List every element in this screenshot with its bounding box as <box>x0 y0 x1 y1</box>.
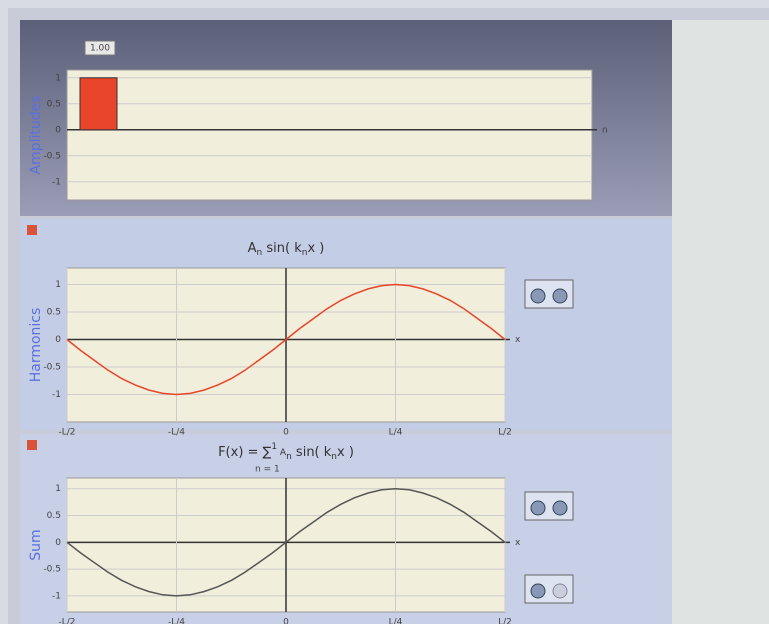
y-tick-label: 0.5 <box>47 511 61 521</box>
x-tick-label: -L/4 <box>168 618 185 624</box>
x-tick-label: -L/4 <box>168 428 185 438</box>
y-tick-label: 0 <box>55 125 61 135</box>
x-tick-label: L/2 <box>498 618 512 624</box>
y-tick-label: -1 <box>52 177 61 187</box>
plot-area <box>67 70 592 200</box>
y-tick-label: 0.5 <box>47 308 61 318</box>
x-axis-label: n <box>602 125 608 135</box>
page: 1 0.5 0 -0.5 -1 Amplitudes n 1.00 1 0.5 0 -0.5 -1 -L/… <box>0 0 769 624</box>
screen: 1 0.5 0 -0.5 -1 Amplitudes n 1.00 1 0.5 0 -0.5 -1 -L/… <box>0 0 769 624</box>
y-tick-label: -1 <box>52 390 61 400</box>
x-axis-label: x <box>515 335 521 345</box>
y-tick-label: -0.5 <box>43 363 61 373</box>
bar <box>80 78 117 130</box>
y-axis-label: Harmonics <box>28 308 44 383</box>
x-axis-label: x <box>515 538 521 548</box>
x-tick-label: 0 <box>283 618 289 624</box>
close-button[interactable] <box>27 440 37 450</box>
zoom-out[interactable] <box>531 501 545 515</box>
x-tick-label: L/4 <box>389 428 403 438</box>
zoom-in[interactable] <box>553 584 567 598</box>
y-tick-label: -0.5 <box>43 565 61 575</box>
y-axis-label: Amplitudes <box>28 95 44 174</box>
side-strip <box>672 20 769 624</box>
x-tick-label: -L/2 <box>58 428 75 438</box>
y-tick-label: 0 <box>55 538 61 548</box>
title-part: sin( k <box>262 241 302 256</box>
title-part: sin( k <box>292 445 332 460</box>
y-tick-label: -0.5 <box>43 151 61 161</box>
title-part: A <box>248 241 257 256</box>
title-part: x ) <box>307 241 324 256</box>
title-part: F(x) = ∑ <box>218 445 271 460</box>
x-tick-label: L/4 <box>389 618 403 624</box>
y-tick-label: 1 <box>55 280 61 290</box>
y-axis-label: Sum <box>28 529 44 560</box>
y-tick-label: 1 <box>55 484 61 494</box>
y-tick-label: 0 <box>55 335 61 345</box>
zoom-out[interactable] <box>531 584 545 598</box>
y-tick-label: -1 <box>52 591 61 601</box>
title-part: x ) <box>337 445 354 460</box>
x-tick-label: 0 <box>283 428 289 438</box>
x-tick-label: -L/2 <box>58 618 75 624</box>
y-tick-label: 1 <box>55 73 61 83</box>
y-tick-label: 0.5 <box>47 99 61 109</box>
sum-lower-limit: n = 1 <box>255 465 280 475</box>
close-button[interactable] <box>27 225 37 235</box>
x-tick-label: L/2 <box>498 428 512 438</box>
zoom-in[interactable] <box>553 501 567 515</box>
zoom-in[interactable] <box>553 289 567 303</box>
zoom-out[interactable] <box>531 289 545 303</box>
value-label: 1.00 <box>90 44 110 54</box>
